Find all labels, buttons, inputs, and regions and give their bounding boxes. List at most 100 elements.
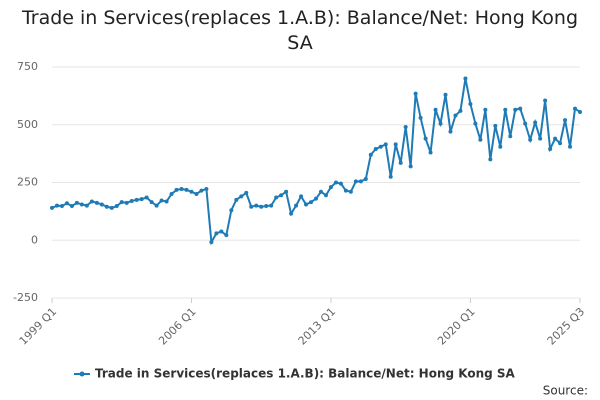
point [219, 229, 224, 234]
x-tick-label: 2025 Q3 [545, 305, 588, 348]
point [368, 152, 373, 157]
point [139, 197, 144, 202]
point [443, 92, 448, 97]
point [239, 194, 244, 199]
point [244, 190, 249, 195]
point [104, 204, 109, 209]
point [129, 198, 134, 203]
chart-title: Trade in Services(replaces 1.A.B): Balan… [21, 7, 579, 54]
y-tick-label: 250 [17, 176, 38, 189]
point [538, 136, 543, 141]
point [154, 203, 159, 208]
point [363, 177, 368, 182]
point [109, 205, 114, 210]
point [50, 205, 54, 210]
point [214, 231, 219, 236]
y-tick-label: 750 [17, 60, 38, 73]
point [378, 144, 383, 149]
point [353, 179, 358, 184]
point [169, 192, 174, 197]
point [314, 196, 318, 201]
point [423, 136, 428, 141]
series-line [51, 78, 581, 246]
point [528, 137, 533, 142]
point [249, 204, 254, 209]
point [573, 106, 578, 111]
point [493, 123, 498, 128]
legend-marker [79, 371, 85, 377]
point [224, 233, 229, 238]
x-tick-label: 2013 Q1 [296, 305, 339, 348]
point [553, 136, 558, 141]
point [403, 125, 408, 130]
point [159, 198, 164, 203]
point [59, 204, 64, 209]
point [523, 121, 528, 126]
point [94, 200, 99, 205]
point [483, 107, 488, 112]
point [498, 144, 503, 149]
legend-label: Trade in Services(replaces 1.A.B): Balan… [95, 367, 516, 381]
point [54, 203, 59, 208]
point [284, 189, 289, 194]
point [234, 197, 239, 202]
point [393, 142, 398, 147]
y-tick-label: -250 [13, 291, 38, 304]
point [229, 208, 234, 213]
y-tick-label: 500 [17, 118, 38, 131]
point [309, 200, 314, 205]
point [488, 157, 493, 162]
point [124, 200, 129, 205]
point [144, 195, 149, 200]
y-tick-label: 0 [31, 233, 38, 246]
point [408, 164, 413, 169]
point [114, 204, 119, 209]
point [264, 204, 269, 209]
point [473, 121, 478, 126]
point [279, 193, 284, 198]
point [453, 113, 458, 118]
point [338, 181, 343, 186]
point [383, 142, 388, 147]
point [199, 188, 204, 193]
point [79, 202, 84, 207]
point [578, 110, 582, 115]
point [289, 211, 294, 216]
point [463, 76, 468, 81]
point [513, 107, 518, 112]
point [204, 186, 209, 191]
point [274, 195, 279, 200]
point [184, 187, 189, 192]
point [189, 189, 194, 194]
point [503, 107, 508, 112]
point [398, 160, 403, 165]
point [259, 204, 264, 209]
point [343, 188, 348, 193]
point [458, 108, 463, 113]
point [433, 107, 438, 112]
point [74, 200, 79, 205]
point [164, 199, 169, 204]
point [438, 121, 443, 126]
point [84, 203, 89, 208]
point [69, 204, 74, 209]
point [304, 202, 309, 207]
point [388, 174, 393, 179]
x-tick-label: 2006 Q1 [156, 305, 199, 348]
x-tick-label: 1999 Q1 [17, 305, 60, 348]
point [333, 180, 338, 185]
point [64, 201, 69, 206]
point [418, 115, 423, 120]
point [508, 134, 513, 139]
point [558, 141, 563, 146]
point [478, 137, 483, 142]
point [254, 203, 259, 208]
point [468, 101, 473, 106]
point [518, 106, 523, 111]
point [269, 203, 274, 208]
point [348, 189, 353, 194]
point [149, 200, 154, 205]
point [358, 179, 363, 184]
